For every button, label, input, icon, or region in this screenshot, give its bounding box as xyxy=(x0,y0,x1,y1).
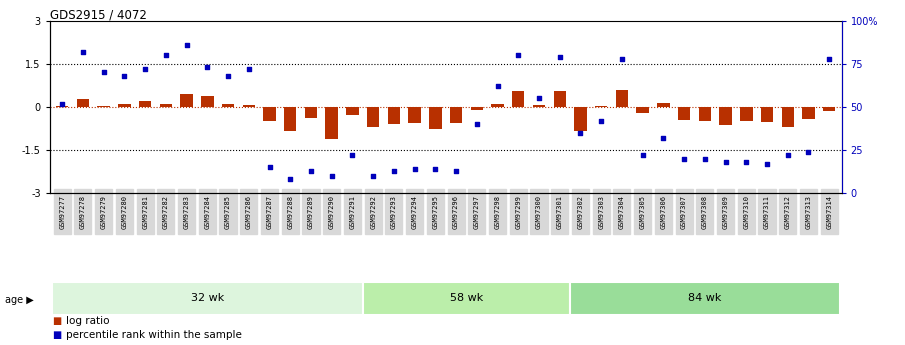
Point xyxy=(325,173,339,179)
Point xyxy=(345,152,359,158)
Bar xyxy=(512,91,525,107)
Point xyxy=(573,130,587,136)
Bar xyxy=(450,107,462,123)
Text: 84 wk: 84 wk xyxy=(688,294,721,303)
Point xyxy=(677,156,691,161)
Point xyxy=(656,135,671,141)
Bar xyxy=(657,103,670,107)
Point xyxy=(635,152,650,158)
Bar xyxy=(782,107,794,127)
Point xyxy=(221,73,235,79)
Bar xyxy=(575,107,586,131)
Bar xyxy=(408,107,421,123)
Point xyxy=(138,66,152,72)
Point xyxy=(97,70,111,75)
Point xyxy=(614,56,629,61)
Bar xyxy=(761,107,773,122)
Point xyxy=(511,52,526,58)
Bar xyxy=(326,107,338,139)
Point xyxy=(532,96,547,101)
Point xyxy=(55,101,70,106)
Bar xyxy=(52,282,363,315)
Bar xyxy=(159,104,172,107)
Text: log ratio: log ratio xyxy=(66,316,110,326)
Bar xyxy=(823,107,835,111)
Text: percentile rank within the sample: percentile rank within the sample xyxy=(66,331,242,340)
Bar xyxy=(77,99,90,107)
Point xyxy=(200,65,214,70)
Bar xyxy=(363,282,570,315)
Point xyxy=(242,66,256,72)
Point xyxy=(386,168,401,174)
Bar xyxy=(429,107,442,129)
Text: 32 wk: 32 wk xyxy=(191,294,224,303)
Point xyxy=(552,54,567,60)
Text: ■: ■ xyxy=(52,316,62,326)
Bar xyxy=(119,104,130,107)
Point xyxy=(719,159,733,165)
Bar xyxy=(491,104,504,107)
Point xyxy=(117,73,131,79)
Point xyxy=(698,156,712,161)
Point xyxy=(449,168,463,174)
Point xyxy=(760,161,775,167)
Bar xyxy=(180,94,193,107)
Point xyxy=(262,165,277,170)
Bar xyxy=(284,107,297,131)
Point xyxy=(822,56,836,61)
Bar xyxy=(533,105,545,107)
Bar xyxy=(595,106,607,107)
Point xyxy=(428,166,443,172)
Bar xyxy=(138,101,151,107)
Point xyxy=(407,166,422,172)
Point xyxy=(491,83,505,89)
Bar xyxy=(570,282,840,315)
Point xyxy=(801,149,815,155)
Bar xyxy=(56,106,69,107)
Point xyxy=(366,173,380,179)
Bar xyxy=(615,90,628,107)
Bar xyxy=(719,107,732,125)
Point xyxy=(283,177,298,182)
Bar xyxy=(699,107,711,121)
Point xyxy=(470,121,484,127)
Point xyxy=(304,168,319,174)
Bar xyxy=(243,105,255,107)
Bar xyxy=(263,107,276,121)
Bar xyxy=(98,106,110,107)
Bar xyxy=(367,107,379,127)
Bar xyxy=(471,107,483,110)
Bar xyxy=(201,96,214,107)
Text: GDS2915 / 4072: GDS2915 / 4072 xyxy=(50,9,147,22)
Bar xyxy=(222,104,234,107)
Text: ■: ■ xyxy=(52,331,62,340)
Bar xyxy=(347,107,358,115)
Bar xyxy=(554,91,566,107)
Point xyxy=(179,42,194,48)
Point xyxy=(158,52,173,58)
Bar xyxy=(678,107,691,120)
Bar xyxy=(305,107,317,118)
Point xyxy=(594,118,608,124)
Bar xyxy=(740,107,753,121)
Bar xyxy=(636,107,649,113)
Text: age ▶: age ▶ xyxy=(5,295,33,305)
Text: 58 wk: 58 wk xyxy=(450,294,483,303)
Bar xyxy=(802,107,814,119)
Point xyxy=(739,159,754,165)
Point xyxy=(76,49,91,55)
Point xyxy=(780,152,795,158)
Bar xyxy=(387,107,400,124)
